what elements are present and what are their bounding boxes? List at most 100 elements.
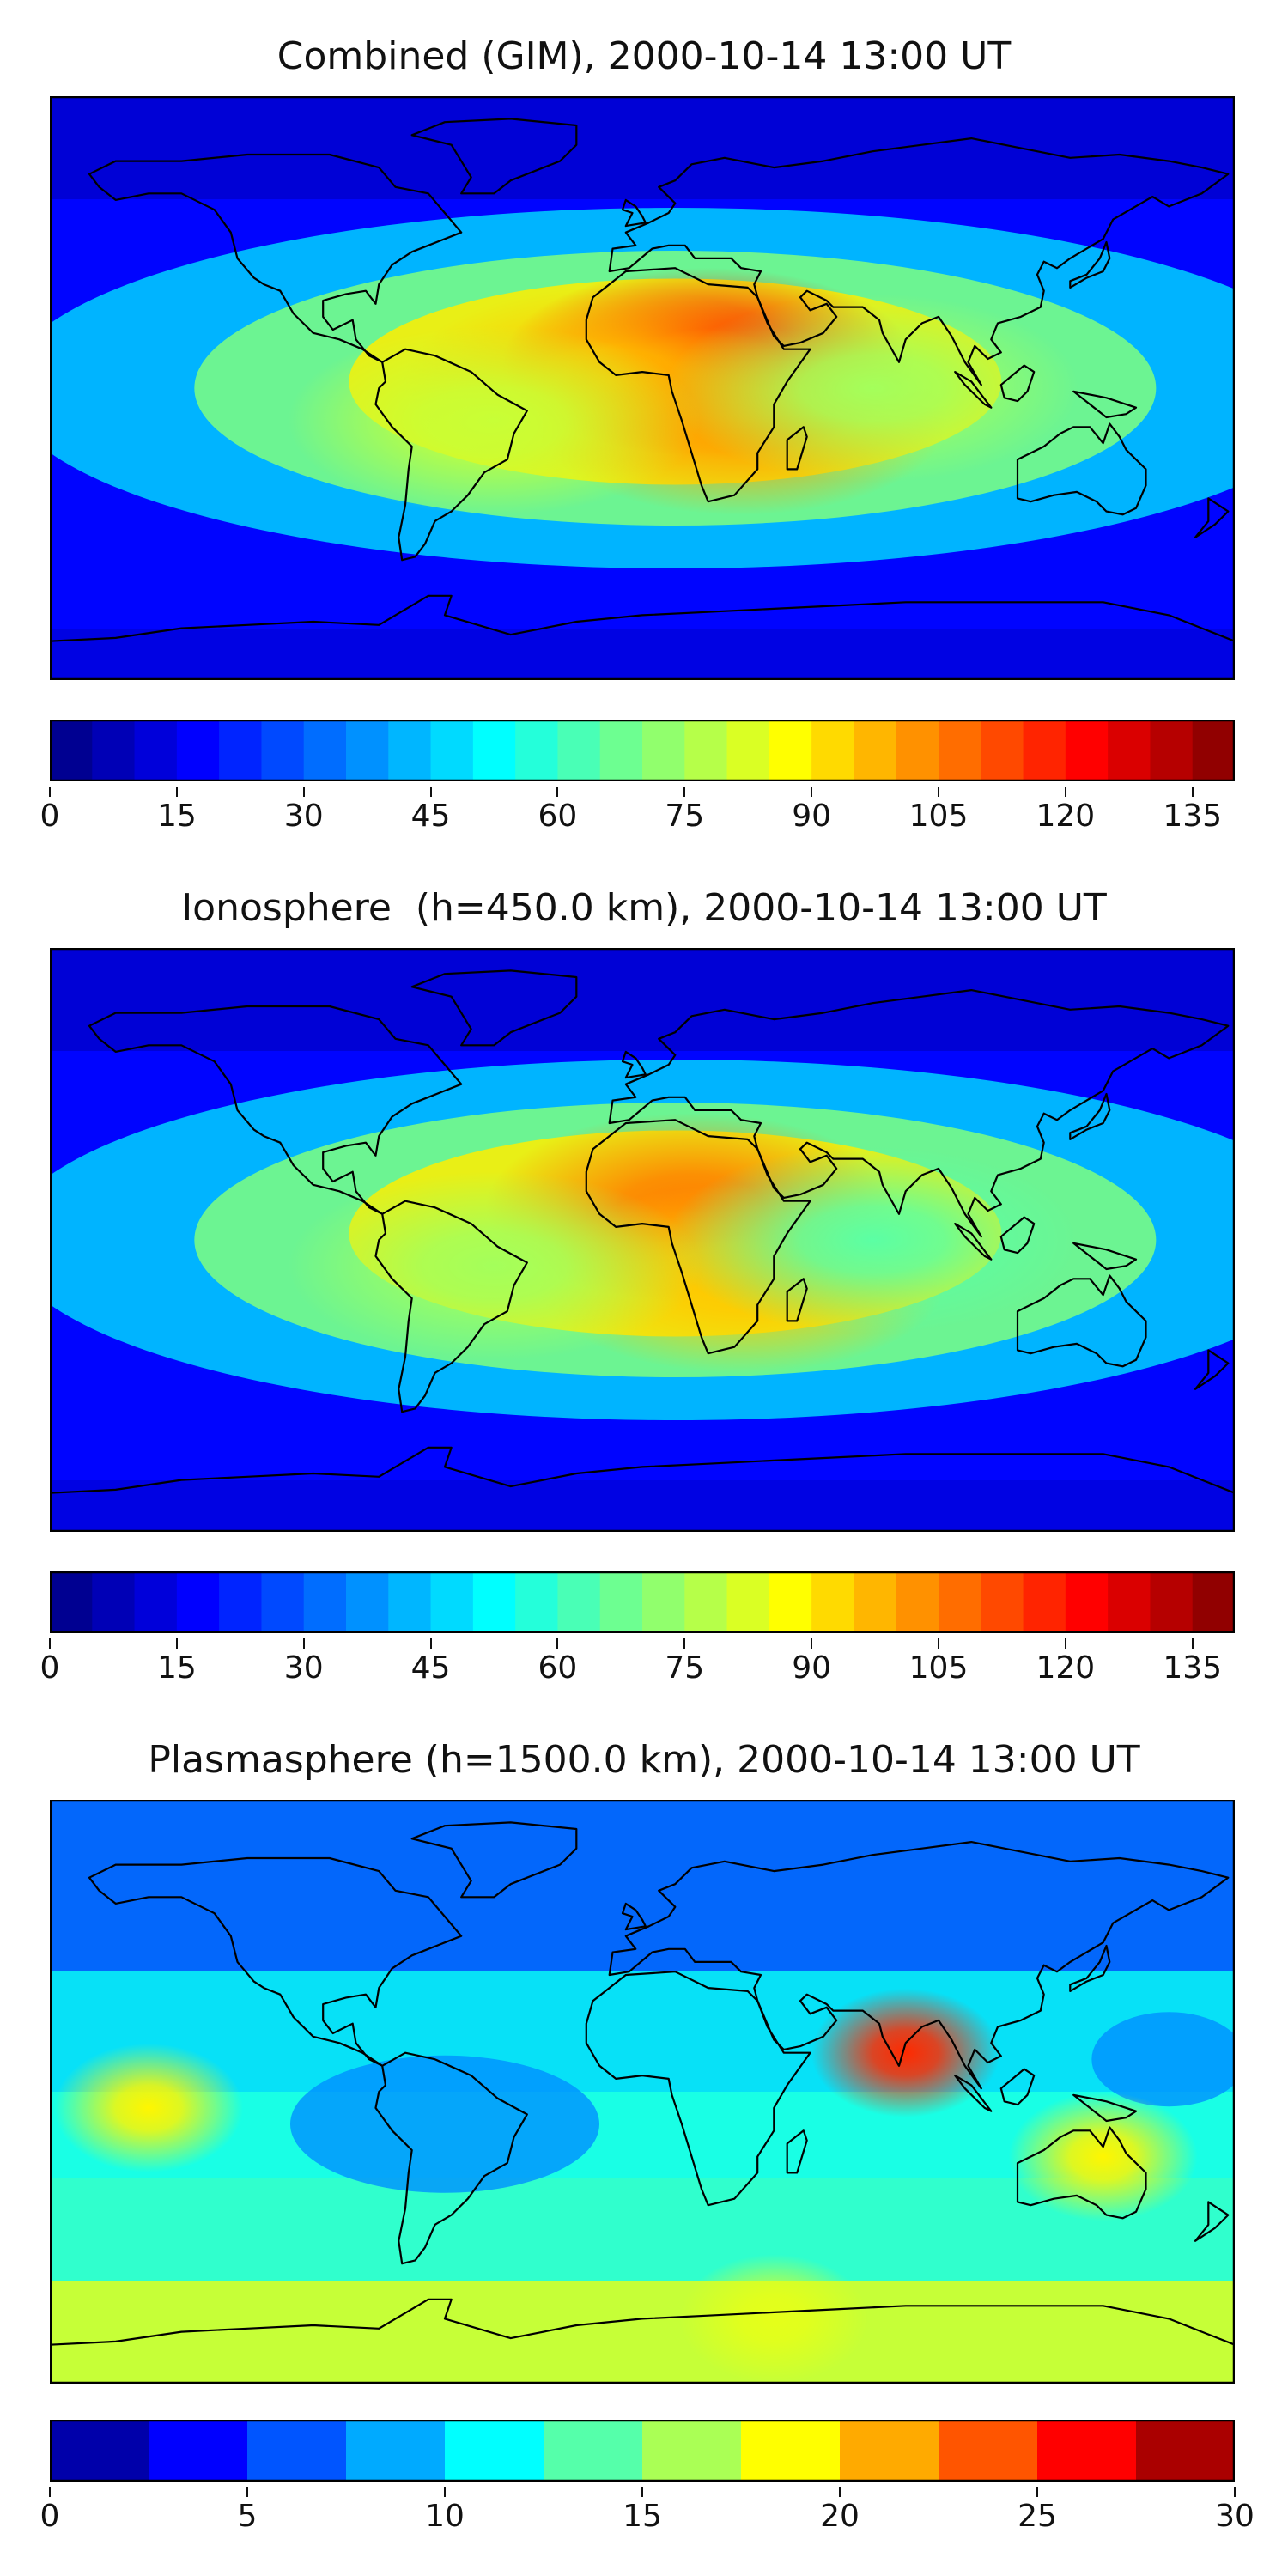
- colorbar-tick-mark: [175, 787, 178, 797]
- colorbar-tick-label: 60: [538, 1650, 578, 1686]
- colorbar-level: [430, 1571, 474, 1633]
- colorbar-level: [642, 2420, 742, 2482]
- colorbar-level: [1150, 720, 1194, 781]
- field-maximum: [666, 1145, 1079, 1334]
- colorbar-level: [854, 1571, 897, 1633]
- coastline-borneo: [999, 1216, 1036, 1255]
- field-maximum: [811, 1988, 1000, 2117]
- colorbar-tick-label: 0: [39, 2499, 60, 2534]
- colorbar-level: [939, 720, 981, 781]
- coastline-japan: [1069, 1092, 1111, 1140]
- colorbar-level: [388, 720, 432, 781]
- colorbar-tick-label: 75: [665, 1650, 705, 1686]
- colorbar-tick-mark: [302, 1638, 305, 1649]
- colorbar-level: [50, 720, 93, 781]
- colorbar-level: [769, 1571, 812, 1633]
- coastline-europe-asia: [608, 1841, 1230, 2090]
- colorbar-tick-mark: [1064, 787, 1066, 797]
- colorbar-level: [684, 720, 728, 781]
- colorbar-level: [92, 1571, 136, 1633]
- colorbar-tick-label: 135: [1163, 1650, 1223, 1686]
- field-maximum: [679, 2254, 869, 2384]
- colorbar-level: [346, 2420, 446, 2482]
- coastline-europe-asia: [608, 989, 1230, 1238]
- colorbar-level: [388, 1571, 432, 1633]
- colorbar-level: [1136, 2420, 1235, 2482]
- coastline-madagascar: [786, 1278, 808, 1322]
- colorbar-level: [726, 720, 770, 781]
- colorbar-level: [176, 720, 220, 781]
- colorbar-tick-mark: [1064, 1638, 1066, 1649]
- colorbar-level: [346, 1571, 389, 1633]
- colorbar-level: [557, 720, 601, 781]
- coastline-japan: [1069, 240, 1111, 289]
- coastline-north-america: [88, 153, 463, 363]
- colorbar-level: [261, 720, 305, 781]
- field-maximum: [666, 294, 1079, 483]
- colorbar-tick-mark: [811, 787, 813, 797]
- colorbar-tick-label: 90: [792, 1650, 832, 1686]
- coastline-greenland: [410, 969, 578, 1047]
- coastline-africa: [585, 1119, 811, 1355]
- plasmasphere-map: [50, 1800, 1235, 2384]
- combined-gim-map: [50, 96, 1235, 680]
- colorbar-level: [939, 2420, 1038, 2482]
- colorbar-level: [261, 1571, 305, 1633]
- coastline-new-zealand: [1194, 1349, 1230, 1390]
- coastline-new-guinea: [1072, 1242, 1138, 1271]
- coastline-africa: [585, 1971, 811, 2207]
- colorbar-tick-mark: [429, 1638, 432, 1649]
- coastline-madagascar: [786, 2129, 808, 2174]
- coastline-new-zealand: [1194, 2201, 1230, 2242]
- colorbar-tick-mark: [49, 787, 51, 797]
- colorbar-level: [247, 2420, 347, 2482]
- panel-3-title: Plasmasphere (h=1500.0 km), 2000-10-14 1…: [148, 1738, 1140, 1782]
- field-maximum: [288, 325, 701, 515]
- coastline-australia: [1016, 2126, 1147, 2220]
- colorbar-tick-label: 5: [237, 2499, 258, 2534]
- colorbar-level: [176, 1571, 220, 1633]
- coastline-new-guinea: [1072, 2093, 1138, 2123]
- coastline-antarctica: [50, 2298, 1235, 2384]
- field-maximum: [1008, 2092, 1198, 2221]
- colorbar-tick-mark: [49, 2487, 51, 2497]
- coastline-new-zealand: [1194, 497, 1230, 538]
- colorbar-tick-mark: [811, 1638, 813, 1649]
- colorbar-tick-label: 120: [1036, 799, 1096, 834]
- ionosphere-colorbar: [50, 1571, 1235, 1633]
- combined-colorbar-ticks: 0 15 30 45 60 75 90 105 120 135: [40, 787, 1235, 850]
- colorbar-tick-label: 15: [623, 2499, 662, 2534]
- colorbar-tick-label: 0: [39, 1650, 60, 1686]
- colorbar-level: [1065, 1571, 1109, 1633]
- colorbar-tick-label: 135: [1163, 799, 1223, 834]
- colorbar-tick-label: 15: [156, 799, 197, 834]
- colorbar-tick-mark: [839, 2487, 841, 2497]
- colorbar-level: [1192, 720, 1235, 781]
- colorbar-level: [599, 1571, 643, 1633]
- colorbar-level: [472, 1571, 516, 1633]
- colorbar-tick-mark: [49, 1638, 51, 1649]
- coastline-borneo: [999, 2068, 1036, 2106]
- panel-1-title: Combined (GIM), 2000-10-14 13:00 UT: [276, 34, 1012, 78]
- colorbar-tick-label: 45: [410, 1650, 451, 1686]
- colorbar-tick-mark: [556, 1638, 559, 1649]
- colorbar-tick-mark: [175, 1638, 178, 1649]
- coastline-greenland: [410, 118, 578, 195]
- panel-2-title: Ionosphere (h=450.0 km), 2000-10-14 13:0…: [181, 886, 1107, 930]
- coastline-north-america: [88, 1856, 463, 2067]
- colorbar-tick-mark: [302, 787, 305, 797]
- coastline-antarctica: [50, 594, 1235, 680]
- coastline-japan: [1069, 1944, 1111, 1992]
- combined-colorbar: [50, 720, 1235, 781]
- colorbar-level: [939, 1571, 981, 1633]
- colorbar-level: [50, 1571, 93, 1633]
- colorbar-level: [811, 720, 855, 781]
- coastline-uk: [621, 198, 647, 228]
- colorbar-tick-label: 30: [1215, 2499, 1255, 2534]
- colorbar-level: [430, 720, 474, 781]
- colorbar-level: [741, 2420, 841, 2482]
- colorbar-level: [219, 720, 263, 781]
- colorbar-level: [896, 720, 939, 781]
- ionosphere-map: [50, 948, 1235, 1532]
- colorbar-tick-mark: [641, 2487, 643, 2497]
